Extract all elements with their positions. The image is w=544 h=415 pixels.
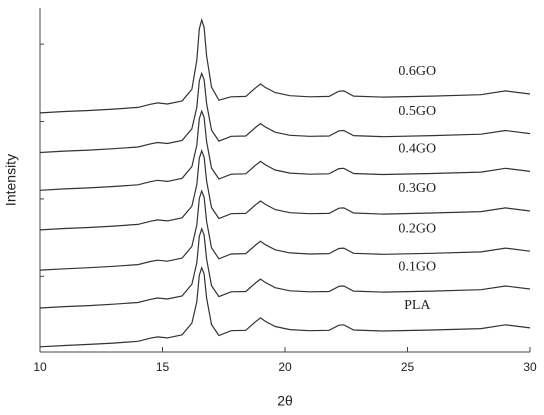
series-label: PLA bbox=[404, 298, 431, 313]
series-line bbox=[39, 226, 531, 309]
x-tick-label: 30 bbox=[523, 360, 537, 374]
series-line bbox=[39, 148, 531, 231]
x-tick-label: 15 bbox=[156, 360, 170, 374]
series-line bbox=[39, 265, 531, 348]
y-axis-title: Intensity bbox=[3, 154, 19, 206]
series-label: 0.2GO bbox=[398, 221, 436, 236]
series-line bbox=[39, 109, 531, 191]
x-tick-label: 20 bbox=[278, 360, 292, 374]
x-tick-label: 10 bbox=[33, 360, 47, 374]
series-label: 0.3GO bbox=[398, 181, 436, 196]
series-line bbox=[39, 17, 531, 114]
x-axis-title: 2θ bbox=[277, 393, 293, 409]
series-label: 0.6GO bbox=[398, 64, 436, 79]
series-line bbox=[39, 71, 531, 154]
series-label: 0.1GO bbox=[398, 259, 436, 274]
series-label: 0.5GO bbox=[398, 104, 436, 119]
series-line bbox=[39, 189, 531, 271]
series-label: 0.4GO bbox=[398, 142, 436, 157]
x-tick-label: 25 bbox=[401, 360, 415, 374]
